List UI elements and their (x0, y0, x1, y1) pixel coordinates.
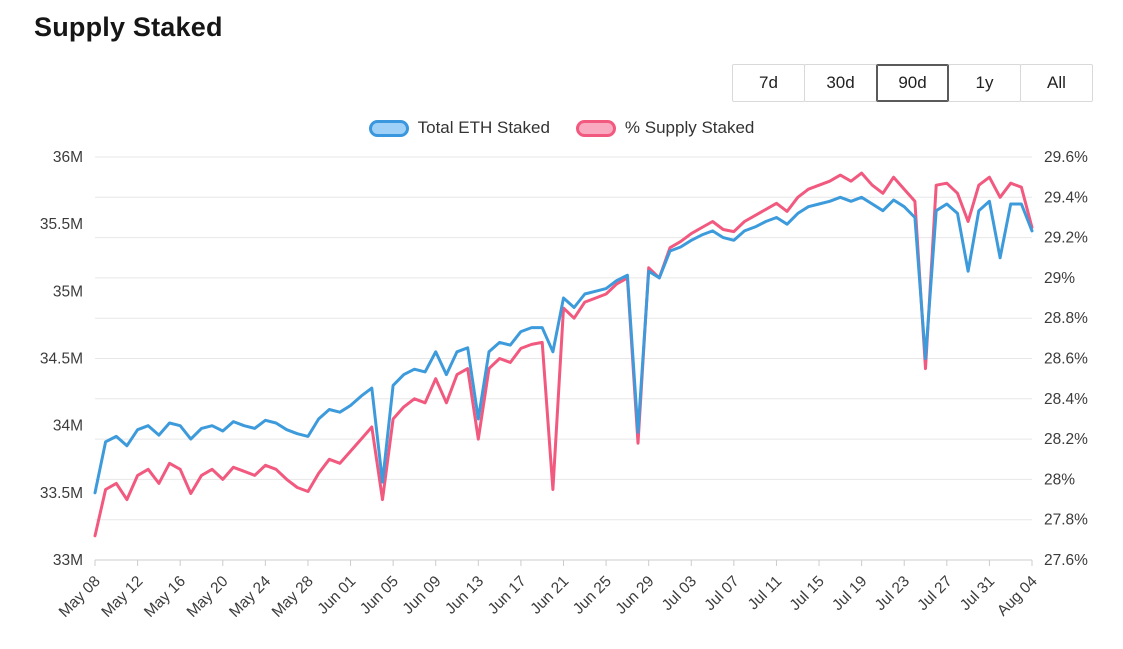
right-axis-tick-label: 28.4% (1044, 391, 1088, 408)
series-line-pct-supply-staked (93, 171, 1034, 538)
page-title: Supply Staked (34, 12, 223, 42)
left-axis-tick-label: 33.5M (40, 485, 83, 502)
right-axis-tick-label: 29.6% (1044, 149, 1088, 166)
x-axis-tick-label: Jul 19 (829, 573, 870, 614)
x-axis-tick-label: Jun 01 (314, 573, 359, 618)
x-axis-tick-label: Jul 07 (701, 573, 742, 614)
x-axis-tick-label: May 20 (184, 573, 232, 621)
range-button-30d[interactable]: 30d (804, 64, 877, 102)
range-button-all[interactable]: All (1020, 64, 1093, 102)
legend-item-total-eth-staked[interactable]: Total ETH Staked (368, 118, 550, 138)
x-axis-tick-label: Jun 25 (570, 573, 615, 618)
right-axis-tick-label: 28.6% (1044, 351, 1088, 368)
right-axis-tick-label: 27.8% (1044, 512, 1088, 529)
right-axis-tick-label: 29% (1044, 270, 1075, 287)
left-axis-tick-label: 35.5M (40, 216, 83, 233)
x-axis-tick-label: Jun 09 (400, 573, 445, 618)
right-axis-tick-label: 29.4% (1044, 189, 1088, 206)
x-axis-tick-label: Jun 05 (357, 573, 402, 618)
legend-label-total-eth-staked: Total ETH Staked (417, 118, 550, 137)
left-axis-tick-label: 34.5M (40, 351, 83, 368)
x-axis-tick-label: Jul 11 (745, 573, 785, 613)
legend-swatch-pink (575, 119, 616, 137)
x-axis-tick-label: Jun 29 (613, 573, 658, 618)
legend-swatch-blue (368, 119, 409, 137)
x-axis-tick-label: May 28 (269, 573, 317, 621)
right-axis-tick-label: 29.2% (1044, 230, 1088, 247)
x-axis-tick-label: May 24 (226, 573, 274, 621)
left-axis-tick-label: 36M (53, 149, 83, 166)
x-axis-tick-label: Jul 23 (872, 573, 913, 614)
supply-staked-chart: 27.6% 27.8% 28% 28.2% 28.4% 28.6% 28.8% 29% 29.2… (40, 149, 1088, 621)
legend-item-pct-supply-staked[interactable]: % Supply Staked (575, 118, 755, 138)
x-axis-tick-label: May 12 (98, 573, 146, 621)
x-axis-tick-label: Aug 04 (994, 573, 1041, 620)
x-axis-tick-label: Jul 27 (914, 573, 955, 614)
left-axis-tick-label: 34M (53, 418, 83, 435)
x-axis-tick-label: May 08 (56, 573, 104, 621)
range-button-90d[interactable]: 90d (876, 64, 949, 102)
right-axis-tick-label: 28.8% (1044, 310, 1088, 327)
right-axis-tick-label: 28% (1044, 471, 1075, 488)
chart-legend: Total ETH Staked % Supply Staked (0, 118, 1123, 138)
left-axis-tick-label: 33M (53, 552, 83, 569)
range-button-1y[interactable]: 1y (948, 64, 1021, 102)
x-axis-tick-label: Jul 31 (957, 573, 998, 614)
x-axis-tick-label: Jun 17 (485, 573, 530, 618)
right-axis-tick-label: 27.6% (1044, 552, 1088, 569)
x-axis-tick-label: Jul 15 (787, 573, 828, 614)
x-axis-tick-label: Jun 13 (442, 573, 487, 618)
x-axis-tick-label: Jun 21 (527, 573, 572, 618)
series-line-total-eth-staked (93, 195, 1034, 495)
legend-label-pct-supply-staked: % Supply Staked (624, 118, 755, 137)
x-axis-tick-label: Jul 03 (659, 573, 700, 614)
range-button-7d[interactable]: 7d (732, 64, 805, 102)
x-axis-tick-label: May 16 (141, 573, 189, 621)
time-range-selector: 7d 30d 90d 1y All (732, 64, 1093, 102)
right-axis-tick-label: 28.2% (1044, 431, 1088, 448)
left-axis-tick-label: 35M (53, 283, 83, 300)
